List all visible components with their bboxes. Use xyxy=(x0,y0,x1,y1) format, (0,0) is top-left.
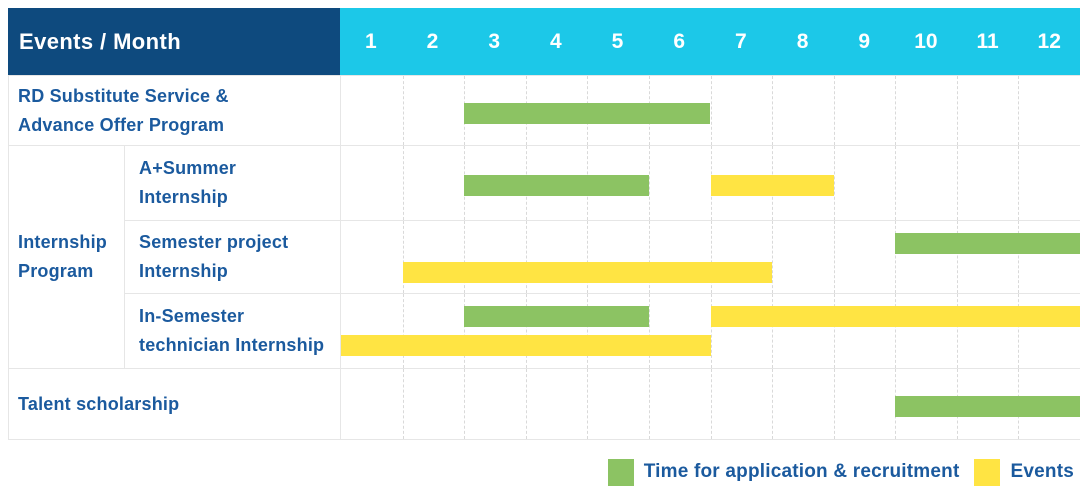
month-gridline xyxy=(833,294,835,368)
month-gridline xyxy=(587,294,589,368)
month-tick-label: 1 xyxy=(364,29,377,53)
row-label-talent-scholarship: Talent scholarship xyxy=(8,368,340,440)
month-gridline xyxy=(895,221,897,293)
month-header: 1 2 3 4 5 6 7 8 9 10 11 12 xyxy=(340,8,1080,75)
month-tick-label: 3 xyxy=(488,29,501,53)
month-tick-label: 11 xyxy=(976,29,999,53)
month-gridline xyxy=(1018,221,1020,293)
month-gridline xyxy=(710,76,712,145)
month-gridline xyxy=(772,76,774,145)
month-gridline xyxy=(464,294,466,368)
chart-row-talent-scholarship xyxy=(340,368,1080,440)
gantt-bar-application xyxy=(895,233,1080,254)
row-label-rd-substitute-service: RD Substitute Service & Advance Offer Pr… xyxy=(8,75,340,145)
month-gridline xyxy=(895,294,897,368)
month-tick-label: 2 xyxy=(426,29,439,53)
legend-swatch-events-yellow xyxy=(974,458,1001,486)
month-gridline xyxy=(710,369,712,439)
month-gridline xyxy=(648,294,650,368)
chart-row-rd-substitute-service xyxy=(340,75,1080,145)
month-gridline xyxy=(648,369,650,439)
month-gridline xyxy=(648,221,650,293)
gantt-bar-event xyxy=(402,262,773,283)
month-tick-label: 9 xyxy=(858,29,871,53)
row-label-in-semester-technician-internship: In-Semester technician Internship xyxy=(124,293,340,368)
month-tick-label: 4 xyxy=(550,29,562,53)
month-gridline xyxy=(402,146,404,220)
gantt-bar-event xyxy=(710,306,1080,327)
gantt-bar-event xyxy=(341,335,711,356)
month-gridline xyxy=(956,76,958,145)
gantt-bar-application xyxy=(464,102,711,124)
month-gridline xyxy=(402,76,404,145)
month-gridline xyxy=(402,369,404,439)
row-label-a-summer-internship: A+Summer Internship xyxy=(124,145,340,220)
month-gridline xyxy=(587,369,589,439)
chart-row-semester-project-internship xyxy=(340,220,1080,293)
month-gridline xyxy=(772,369,774,439)
gantt-bar-application xyxy=(895,396,1080,417)
gantt-bar-event xyxy=(710,175,834,196)
row-label-semester-project-internship: Semester project Internship xyxy=(124,220,340,293)
month-gridline xyxy=(956,146,958,220)
month-gridline xyxy=(772,294,774,368)
legend-item-events: Events xyxy=(974,458,1074,486)
legend: Time for application & recruitment Event… xyxy=(607,457,1074,487)
chart-row-a-summer-internship xyxy=(340,145,1080,220)
month-gridline xyxy=(1018,294,1020,368)
legend-label-events: Events xyxy=(1010,461,1074,482)
month-gridline xyxy=(464,369,466,439)
month-gridline xyxy=(895,76,897,145)
month-gridline xyxy=(710,221,712,293)
month-gridline xyxy=(895,146,897,220)
month-gridline xyxy=(833,76,835,145)
month-gridline xyxy=(1018,76,1020,145)
month-gridline xyxy=(402,221,404,293)
group-label-internship-program: Internship Program xyxy=(8,145,124,368)
gantt-bar-application xyxy=(464,306,649,327)
gantt-bar-application xyxy=(464,175,649,196)
month-tick-label: 6 xyxy=(673,29,686,53)
month-gridline xyxy=(587,221,589,293)
month-gridline xyxy=(833,221,835,293)
month-gridline xyxy=(1018,146,1020,220)
schedule-table: Events / Month 1 2 3 4 5 6 7 8 9 10 11 12 RD Substi… xyxy=(8,8,1080,440)
month-tick-label: 8 xyxy=(796,29,809,53)
month-gridline xyxy=(710,294,712,368)
month-gridline xyxy=(956,294,958,368)
chart-row-in-semester-technician-internship xyxy=(340,293,1080,368)
month-gridline xyxy=(464,221,466,293)
month-gridline xyxy=(772,221,774,293)
month-tick-label: 10 xyxy=(914,29,938,53)
legend-item-application: Time for application & recruitment xyxy=(607,458,960,486)
month-tick-label: 7 xyxy=(735,29,747,53)
month-gridline xyxy=(833,146,835,220)
legend-label-application: Time for application & recruitment xyxy=(643,461,960,482)
month-gridline xyxy=(956,221,958,293)
month-gridline xyxy=(525,369,527,439)
month-gridline xyxy=(648,146,650,220)
month-gridline xyxy=(833,369,835,439)
legend-swatch-application-green xyxy=(607,458,634,486)
month-gridline xyxy=(525,221,527,293)
corner-header: Events / Month xyxy=(8,8,340,75)
month-gridline xyxy=(402,294,404,368)
month-tick-label: 12 xyxy=(1037,29,1061,53)
month-gridline xyxy=(525,294,527,368)
month-tick-label: 5 xyxy=(611,29,624,53)
